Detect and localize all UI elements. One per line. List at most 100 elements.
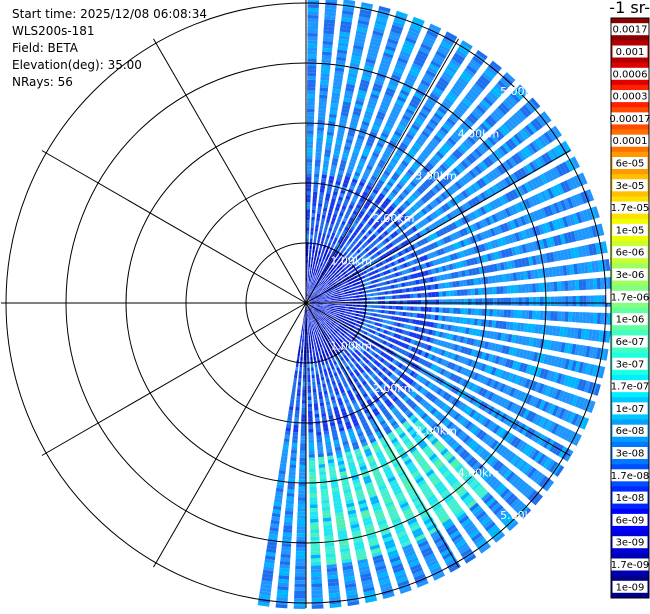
ray-gate-cell xyxy=(311,342,313,346)
ray-gate-cell xyxy=(472,299,476,306)
ray-gate-cell xyxy=(307,116,314,120)
ray-gate-cell xyxy=(489,309,493,316)
ray-gate-cell xyxy=(356,311,360,314)
ray-gate-cell xyxy=(307,62,316,66)
ray-gate-cell xyxy=(318,116,325,120)
ray-gate-cell xyxy=(428,307,432,312)
ray-gate-cell xyxy=(579,279,583,290)
ray-gate-cell xyxy=(540,297,544,306)
ray-gate-cell xyxy=(333,311,337,313)
ray-gate-cell xyxy=(331,307,335,309)
ray-gate-cell xyxy=(470,318,474,325)
ray-gate-cell xyxy=(309,278,310,282)
ray-gate-cell xyxy=(317,265,320,269)
ray-gate-cell xyxy=(326,353,329,357)
ray-gate-cell xyxy=(312,268,314,272)
ray-gate-cell xyxy=(317,439,323,443)
ray-gate-cell xyxy=(299,472,306,476)
ray-gate-cell xyxy=(295,367,298,371)
ray-gate-cell xyxy=(417,313,421,318)
colorbar-unit-title: -1 sr- xyxy=(609,0,650,17)
ray-gate-cell xyxy=(316,152,322,156)
ray-gate-cell xyxy=(377,288,381,292)
ray-gate-cell xyxy=(324,260,327,264)
ray-gate-cell xyxy=(307,155,313,159)
ray-gate-cell xyxy=(295,562,305,566)
ray-gate-cell xyxy=(368,320,372,324)
ray-gate-cell xyxy=(590,296,594,307)
ray-gate-cell xyxy=(307,317,308,321)
ray-gate-cell xyxy=(312,206,316,210)
ray-gate-cell xyxy=(312,349,314,353)
ray-gate-cell xyxy=(532,283,536,292)
colorbar-tick-label: 0.0001 xyxy=(613,136,648,147)
ray-gate-cell xyxy=(317,210,321,214)
ray-gate-cell xyxy=(286,496,294,500)
range-ring-label: 3.00km xyxy=(415,424,457,437)
ray-gate-cell xyxy=(303,375,306,379)
ray-gate-cell xyxy=(330,308,334,310)
ray-gate-cell xyxy=(310,331,312,335)
ray-gate-cell xyxy=(561,312,565,322)
ray-gate-cell xyxy=(307,364,310,368)
ray-gate-cell xyxy=(307,145,313,149)
ray-gate-cell xyxy=(324,226,328,230)
ray-gate-cell xyxy=(306,238,309,242)
ray-gate-cell xyxy=(414,294,418,298)
ray-gate-cell xyxy=(335,300,339,302)
ray-gate-cell xyxy=(312,382,315,386)
ray-gate-cell xyxy=(424,293,428,298)
ray-gate-cell xyxy=(496,309,500,317)
ray-gate-cell xyxy=(515,298,519,306)
ray-gate-cell xyxy=(308,274,309,278)
ray-gate-cell xyxy=(299,469,305,473)
ray-gate-cell xyxy=(307,195,311,199)
ray-gate-cell xyxy=(354,286,358,289)
ray-gate-cell xyxy=(316,374,319,378)
ray-gate-cell xyxy=(307,213,310,217)
ray-gate-cell xyxy=(367,305,371,308)
ray-gate-cell xyxy=(407,306,411,310)
ray-gate-cell xyxy=(353,319,357,322)
ray-gate-cell xyxy=(321,347,324,351)
ray-gate-cell xyxy=(391,285,395,289)
ray-gate-cell xyxy=(313,331,315,335)
ray-gate-cell xyxy=(379,282,383,286)
ray-gate-cell xyxy=(336,314,340,316)
ray-gate-cell xyxy=(377,314,381,317)
ray-gate-cell xyxy=(314,407,318,411)
ray-gate-cell xyxy=(300,357,302,361)
ray-gate-cell xyxy=(312,378,315,382)
ray-gate-cell xyxy=(340,313,344,315)
ray-gate-cell xyxy=(322,233,326,237)
ray-gate-cell xyxy=(303,317,304,321)
ray-gate-cell xyxy=(460,290,464,296)
ray-gate-cell xyxy=(557,281,561,291)
ray-gate-cell xyxy=(414,300,418,304)
colorbar-tick-label: 6e-05 xyxy=(616,159,645,170)
colorbar-tick-label: 1e-08 xyxy=(616,493,645,504)
colorbar-tick-label: 0.001 xyxy=(616,47,645,58)
ray-gate-cell xyxy=(323,256,326,260)
ray-gate-cell xyxy=(295,411,300,415)
ray-gate-cell xyxy=(301,422,306,426)
ray-gate-cell xyxy=(298,353,300,357)
ray-gate-cell xyxy=(309,468,316,472)
ray-gate-cell xyxy=(318,207,322,211)
ray-gate-cell xyxy=(367,309,371,312)
ray-gate-cell xyxy=(339,317,343,320)
ray-gate-cell xyxy=(322,174,327,178)
ray-gate-cell xyxy=(351,290,355,293)
ray-gate-cell xyxy=(315,265,317,269)
ray-gate-cell xyxy=(321,251,324,255)
ray-gate-cell xyxy=(320,263,323,267)
ray-gate-cell xyxy=(309,476,316,480)
ray-gate-cell xyxy=(521,284,525,293)
ray-gate-cell xyxy=(306,231,309,235)
ray-gate-cell xyxy=(315,159,321,163)
ray-gate-cell xyxy=(316,221,320,225)
ray-gate-cell xyxy=(325,249,328,253)
ray-gate-cell xyxy=(432,307,436,312)
ray-gate-cell xyxy=(317,381,321,385)
range-ring-label: 2.00km xyxy=(373,382,415,395)
